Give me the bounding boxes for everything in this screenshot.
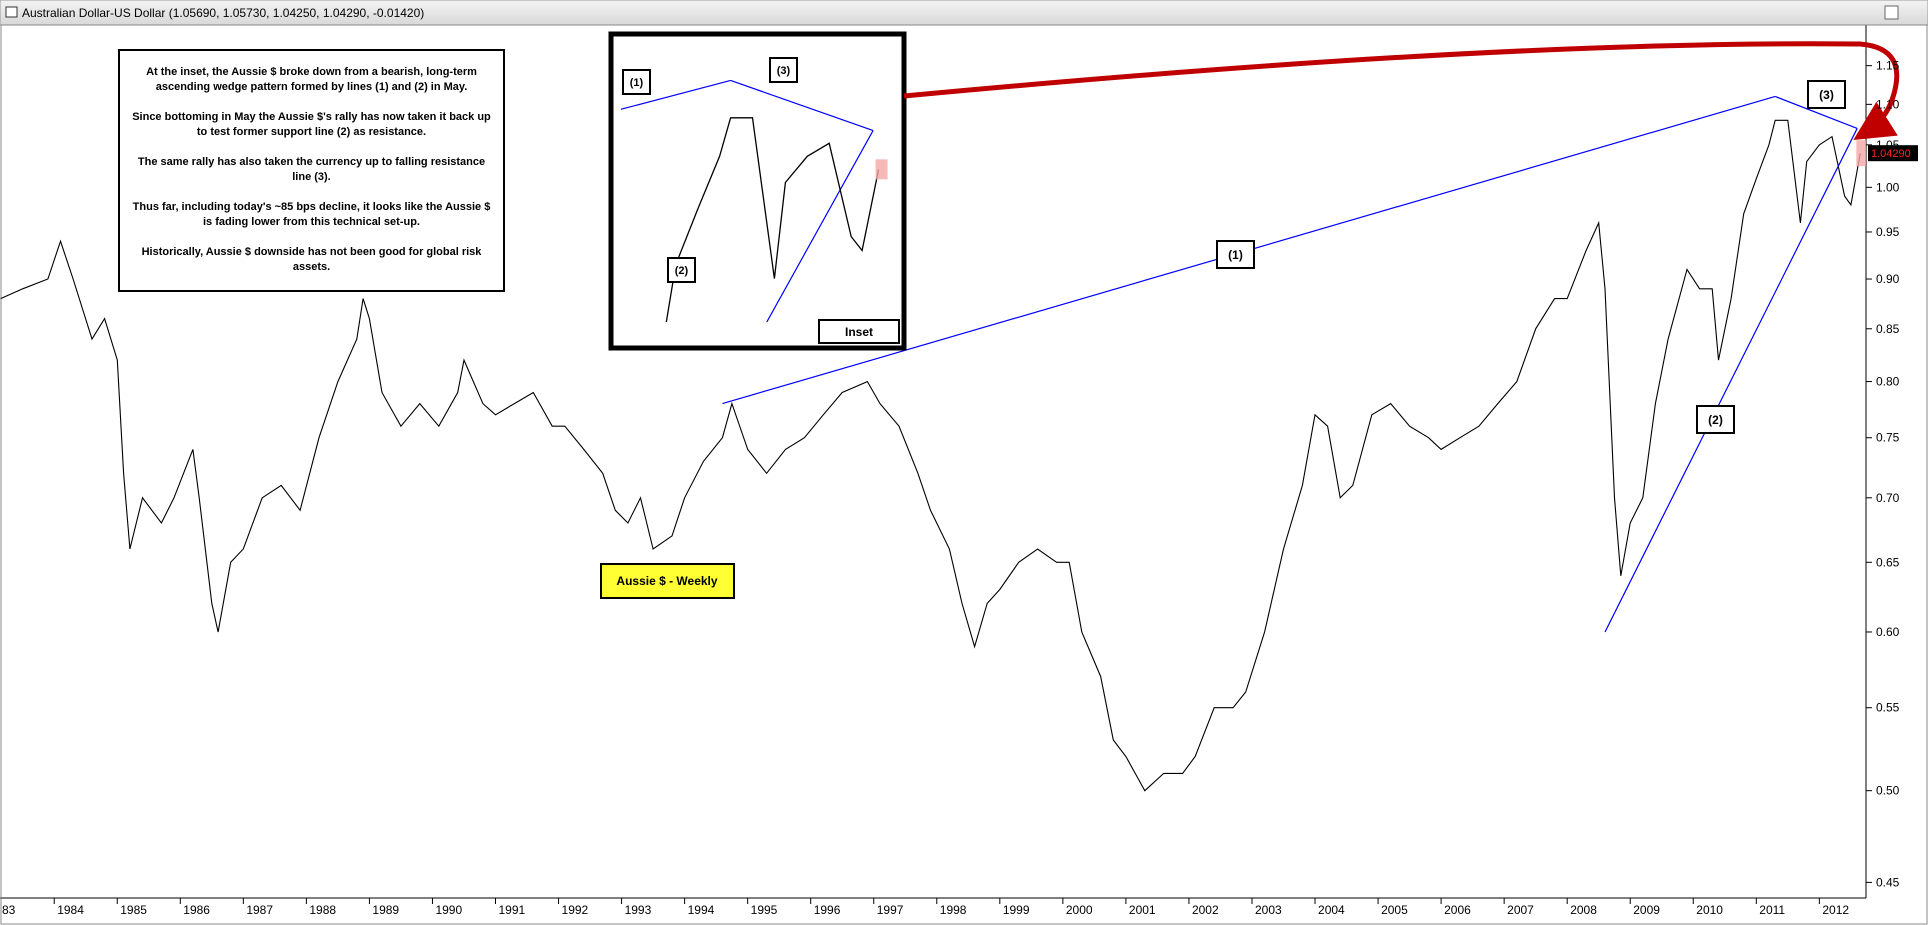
y-tick-label: 0.70 <box>1876 491 1900 505</box>
y-tick-label: 1.00 <box>1876 180 1900 194</box>
notes-box: At the inset, the Aussie $ broke down fr… <box>118 49 505 292</box>
inset-trendline-label: (2) <box>675 265 689 277</box>
inset-trendline-label-box <box>667 257 696 283</box>
frame <box>0 24 1928 925</box>
x-tick-label: 1999 <box>1003 903 1030 917</box>
inset-trendline <box>730 79 874 132</box>
x-tick-label: 2005 <box>1381 903 1408 917</box>
inset-trendline-label: (1) <box>630 77 644 89</box>
x-tick-label: 2010 <box>1696 903 1723 917</box>
y-tick-label: 1.15 <box>1876 59 1900 73</box>
y-tick-label: 1.10 <box>1876 97 1900 111</box>
y-tick-label: 0.85 <box>1876 322 1900 336</box>
x-tick-label: 1990 <box>435 903 462 917</box>
inset-trendline-label-box <box>769 57 798 83</box>
x-tick-label: 1985 <box>120 903 147 917</box>
x-tick-label: 2002 <box>1192 903 1219 917</box>
x-tick-label: 2006 <box>1444 903 1471 917</box>
trendline <box>1604 128 1858 633</box>
last-marker <box>1856 140 1866 167</box>
trendline-label: (2) <box>1708 413 1723 427</box>
x-tick-label: 1988 <box>309 903 336 917</box>
x-tick-label: 83 <box>2 903 16 917</box>
x-tick-label: 1997 <box>877 903 904 917</box>
inset-label: Inset <box>845 325 873 339</box>
x-tick-label: 1996 <box>814 903 841 917</box>
x-tick-label: 1991 <box>498 903 525 917</box>
window-button[interactable] <box>1884 5 1899 20</box>
x-tick-label: 1984 <box>57 903 84 917</box>
inset-trendline-label: (3) <box>777 65 791 77</box>
y-tick-label: 0.75 <box>1876 431 1900 445</box>
y-tick-label: 0.80 <box>1876 375 1900 389</box>
x-tick-label: 1998 <box>940 903 967 917</box>
trendline <box>1775 95 1858 129</box>
red-arrow <box>903 41 1900 141</box>
x-tick-label: 1987 <box>246 903 273 917</box>
x-tick-label: 1994 <box>688 903 715 917</box>
note: The same rally has also taken the curren… <box>137 156 486 183</box>
trendline-label-box <box>1216 240 1255 269</box>
y-tick-label: 0.55 <box>1876 701 1900 715</box>
last-price-label: 1.04290 <box>1871 148 1911 160</box>
x-tick-label: 2001 <box>1129 903 1156 917</box>
x-tick-label: 1993 <box>625 903 652 917</box>
x-tick-label: 1986 <box>183 903 210 917</box>
x-tick-label: 1992 <box>562 903 589 917</box>
note: Thus far, including today's ~85 bps decl… <box>132 201 491 228</box>
x-tick-label: 1995 <box>751 903 778 917</box>
note: Since bottoming in May the Aussie $'s ra… <box>132 111 491 138</box>
chart-label: Aussie $ - Weekly <box>616 574 717 588</box>
y-tick-label: 0.45 <box>1876 875 1900 889</box>
inset-price-line <box>665 117 880 322</box>
y-tick-label: 0.60 <box>1876 625 1900 639</box>
x-tick-label: 2009 <box>1633 903 1660 917</box>
inset-plot <box>621 79 888 322</box>
x-tick-label: 2003 <box>1255 903 1282 917</box>
header-title: Australian Dollar-US Dollar (1.05690, 1.… <box>22 6 424 20</box>
note: Historically, Aussie $ downside has not … <box>141 246 482 273</box>
x-tick-label: 2007 <box>1507 903 1534 917</box>
y-tick-label: 0.90 <box>1876 272 1900 286</box>
x-tick-label: 2000 <box>1066 903 1093 917</box>
window-icon <box>5 6 18 18</box>
trendline-label-box <box>1807 80 1846 109</box>
x-tick-label: 2004 <box>1318 903 1345 917</box>
inset-frame <box>608 31 907 351</box>
inset-label-box <box>818 319 900 344</box>
chart-label-box <box>600 563 735 599</box>
y-tick-label: 0.65 <box>1876 555 1900 569</box>
note: At the inset, the Aussie $ broke down fr… <box>146 66 477 93</box>
trendline-label: (1) <box>1228 248 1243 262</box>
trendline-label: (3) <box>1819 88 1834 102</box>
inset-trendline <box>766 130 874 322</box>
x-tick-label: 2011 <box>1759 903 1785 917</box>
x-tick-label: 2012 <box>1822 903 1849 917</box>
x-tick-label: 2008 <box>1570 903 1597 917</box>
inset-last-marker <box>875 159 888 180</box>
y-tick-label: 0.95 <box>1876 225 1900 239</box>
price-line <box>0 119 1861 792</box>
x-tick-label: 1989 <box>372 903 399 917</box>
last-price-box <box>1868 145 1918 162</box>
inset-trendline-label-box <box>622 69 651 95</box>
y-tick-label: 0.50 <box>1876 784 1900 798</box>
trendline-label-box <box>1696 405 1735 434</box>
